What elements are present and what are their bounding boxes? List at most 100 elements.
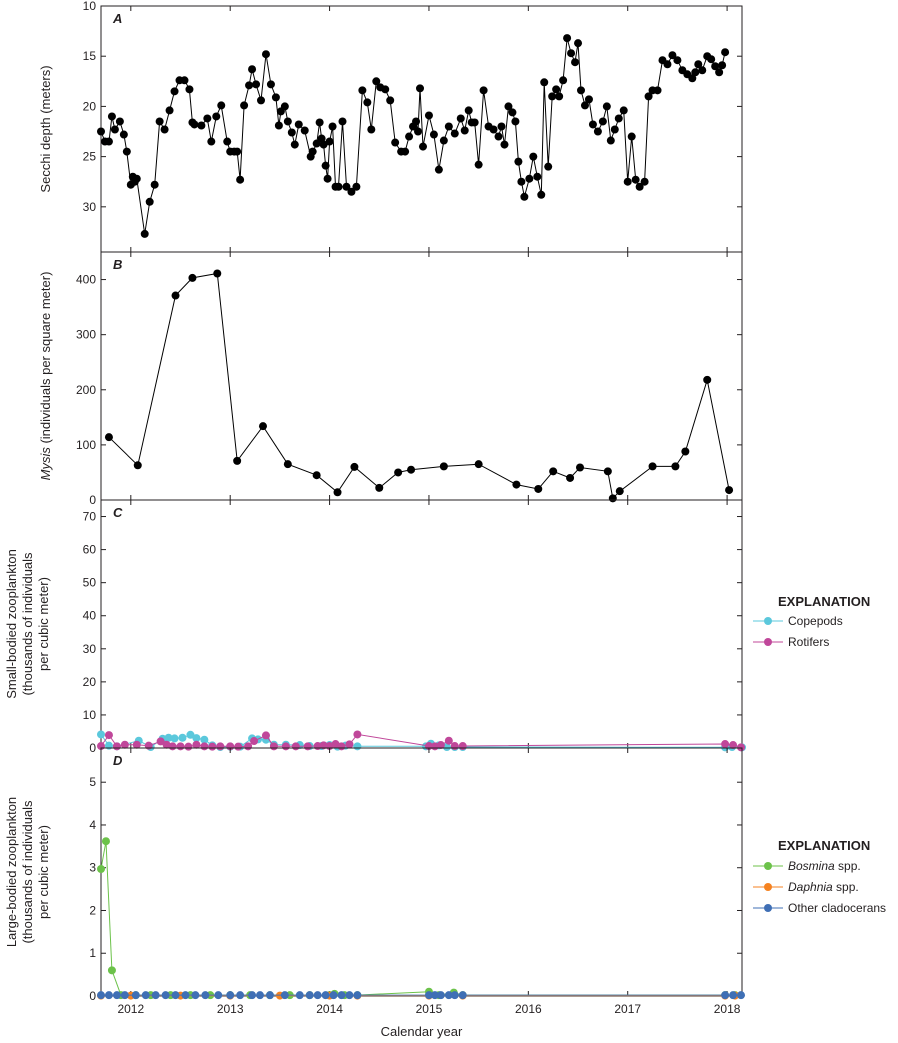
data-point-series (115, 117, 124, 126)
data-point-other-cladocerans (265, 991, 274, 1000)
legend-item-label: Daphnia spp. (788, 880, 859, 894)
data-point-series (271, 93, 280, 102)
data-point-series (412, 117, 421, 126)
data-point-series (508, 108, 517, 117)
data-point-series (212, 112, 221, 121)
data-point-rotifers (436, 741, 445, 750)
data-point-other-cladocerans (97, 991, 105, 1000)
data-point-rotifers (112, 742, 121, 751)
data-point-series (631, 175, 640, 184)
data-point-copepods (186, 730, 195, 739)
data-point-rotifers (156, 737, 165, 746)
data-point-rotifers (450, 742, 459, 751)
data-point-other-cladocerans (430, 991, 439, 1000)
data-point-series (321, 161, 330, 170)
data-point-series (671, 462, 680, 471)
y-tick-label: 30 (83, 200, 97, 214)
data-point-series (439, 462, 448, 471)
data-point-bosmina-spp- (97, 865, 105, 874)
data-point-series (707, 55, 716, 64)
data-point-series (673, 56, 682, 65)
data-point-series (434, 165, 443, 174)
legend-small-zooplankton: EXPLANATION Copepods Rotifers (753, 594, 870, 649)
panel-a-letter: A (112, 11, 122, 26)
data-point-series (325, 137, 334, 146)
data-point-bosmina-spp- (107, 966, 116, 975)
data-point-series (615, 487, 624, 496)
data-point-series (405, 132, 414, 141)
data-point-series (725, 486, 734, 495)
data-point-series (258, 422, 267, 431)
data-point-copepods (170, 734, 179, 743)
legend-swatch-marker (764, 617, 772, 625)
data-point-series (544, 162, 553, 171)
data-point-series (308, 147, 317, 156)
panel-b-plot-frame (100, 251, 743, 501)
data-point-series (350, 462, 359, 471)
data-point-other-cladocerans (161, 991, 170, 1000)
data-point-series (245, 81, 254, 90)
data-point-series (240, 101, 249, 110)
data-point-other-cladocerans (214, 991, 223, 1000)
data-point-series (540, 78, 549, 87)
data-point-series (133, 461, 142, 470)
data-point-series (317, 134, 326, 143)
data-point-other-cladocerans (353, 991, 362, 1000)
data-point-series (525, 174, 534, 183)
data-point-series (150, 180, 159, 189)
data-point-series (549, 467, 558, 476)
data-point-copepods (178, 733, 187, 742)
data-point-series (171, 291, 180, 300)
data-point-copepods (97, 730, 105, 739)
x-tick-label: 2012 (117, 1002, 144, 1016)
x-tick-label: 2014 (316, 1002, 343, 1016)
legend-swatch-marker (764, 638, 772, 646)
data-point-series (593, 127, 602, 136)
panel-b-data-marks (104, 269, 734, 503)
data-point-series (504, 102, 513, 111)
data-point-series (190, 120, 199, 129)
data-point-rotifers (319, 741, 328, 750)
data-point-series (233, 147, 242, 156)
data-point-series (703, 375, 712, 384)
panel-c-y-ticks: 0 10 20 30 40 50 60 70 (83, 500, 742, 755)
data-point-rotifers (269, 742, 278, 751)
data-point-series (312, 471, 321, 480)
data-point-series (418, 142, 427, 151)
panel-c-small-zooplankton: C 0 10 20 30 40 50 60 70 Small-bodied zooplankt… (4, 499, 746, 755)
data-point-rotifers (303, 742, 312, 751)
data-point-series (375, 483, 384, 492)
panel-d-plot-frame (100, 747, 743, 997)
y-tick-label: 40 (83, 609, 97, 623)
y-tick-label: 10 (83, 0, 97, 13)
data-point-series (606, 136, 615, 145)
data-point-series (429, 130, 438, 139)
data-point-series (571, 58, 580, 67)
y-tick-label: 25 (83, 150, 97, 164)
data-point-series (283, 460, 292, 469)
data-point-other-cladocerans (226, 991, 235, 1000)
legend-item-label: Other cladocerans (788, 901, 886, 915)
data-point-series (416, 84, 425, 93)
data-point-series (619, 106, 628, 115)
data-point-other-cladocerans (424, 991, 433, 1000)
data-point-bosmina-spp- (101, 837, 110, 846)
panel-d-letter: D (113, 753, 123, 768)
data-point-rotifers (729, 741, 738, 750)
data-point-other-cladocerans (436, 991, 445, 1000)
data-point-series (367, 125, 376, 134)
y-tick-label: 400 (76, 273, 96, 287)
data-point-series (294, 120, 303, 129)
data-point-copepods (200, 735, 209, 744)
data-point-series (555, 92, 564, 101)
data-point-series (470, 118, 479, 127)
data-point-series (394, 468, 403, 477)
data-point-series (479, 86, 488, 95)
data-point-series (711, 62, 720, 71)
data-point-rotifers (168, 742, 177, 751)
data-point-series (132, 174, 141, 183)
y-tick-label: 70 (83, 510, 97, 524)
data-point-series (627, 132, 636, 141)
data-point-series (574, 39, 583, 48)
data-point-other-cladocerans (280, 991, 289, 1000)
